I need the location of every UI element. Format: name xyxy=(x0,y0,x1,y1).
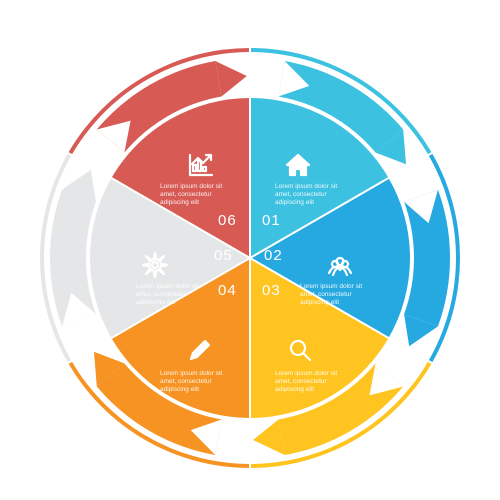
number-05: 05 xyxy=(214,247,233,264)
number-03: 03 xyxy=(262,282,281,299)
infographic-svg: 010203040506Lorem ipsum dolor sitamet, c… xyxy=(0,0,500,500)
number-02: 02 xyxy=(264,247,283,264)
number-06: 06 xyxy=(218,212,237,229)
number-01: 01 xyxy=(262,212,281,229)
number-04: 04 xyxy=(218,282,237,299)
circular-infographic: 010203040506Lorem ipsum dolor sitamet, c… xyxy=(0,0,500,500)
